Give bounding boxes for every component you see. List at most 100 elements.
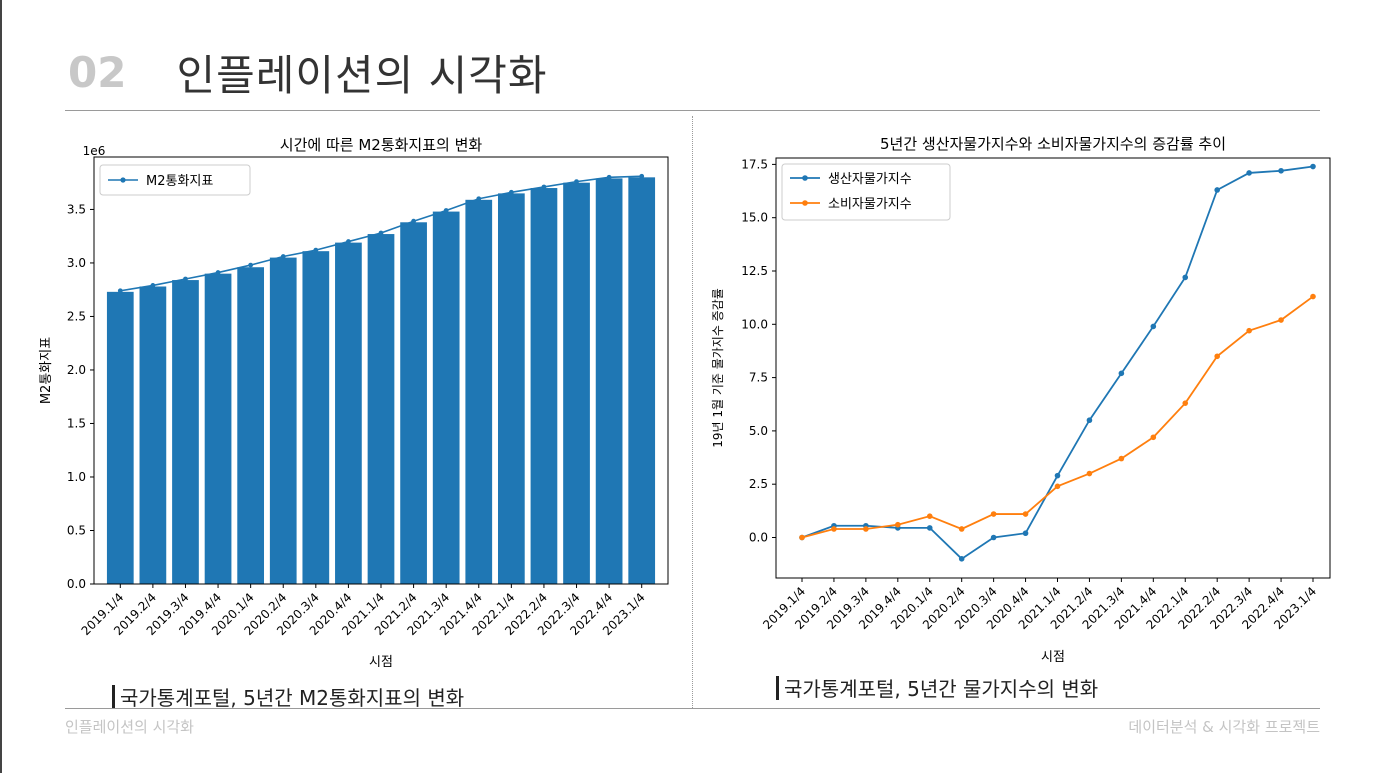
y-tick-label: 0.0: [67, 577, 86, 591]
series-point: [1118, 455, 1125, 462]
bar: [432, 211, 460, 584]
series-point: [958, 526, 965, 532]
series-point: [990, 511, 997, 517]
left-caption: 국가통계포털, 5년간 M2통화지표의 변화: [112, 682, 464, 711]
bar: [400, 222, 427, 584]
series-point: [183, 276, 188, 282]
series-point: [926, 525, 933, 531]
section-title: 인플레이션의 시각화: [176, 50, 548, 100]
legend-marker: [802, 200, 808, 206]
bar: [595, 178, 623, 584]
chart-title: 5년간 생산자물가지수와 소비자물가지수의 증감률 추이: [880, 135, 1226, 153]
series-point: [831, 526, 837, 532]
plot-frame: [775, 157, 1331, 579]
bar: [269, 257, 297, 584]
series-point: [411, 218, 416, 224]
y-tick-label: 2.5: [749, 477, 768, 491]
caption-marker: [776, 675, 779, 700]
series-point: [1086, 470, 1093, 477]
bar: [335, 242, 362, 585]
center-dotted-divider: [692, 116, 693, 708]
bar: [530, 188, 558, 584]
right-caption: 국가통계포털, 5년간 물가지수의 변화: [776, 673, 1098, 702]
series-point: [117, 288, 123, 294]
series-point: [574, 179, 579, 185]
y-tick-label: 5.0: [749, 424, 768, 438]
bar: [237, 267, 265, 584]
caption-marker: [112, 684, 115, 709]
bar: [204, 273, 232, 584]
left-edge-border: [0, 0, 2, 773]
series-point: [378, 230, 384, 236]
y-tick-label: 0.0: [749, 530, 768, 544]
series-point: [958, 556, 965, 562]
series-point: [1214, 187, 1220, 193]
y-tick-label: 2.0: [67, 363, 86, 377]
legend-label: 생산자물가지수: [828, 172, 912, 187]
series-line: [801, 165, 1314, 560]
y-tick-label: 2.5: [67, 309, 86, 323]
series-point: [215, 270, 221, 275]
series-point: [1310, 293, 1316, 300]
y-tick-label: 10.0: [741, 317, 768, 331]
series-point: [476, 196, 482, 202]
price-index-line-chart: 5년간 생산자물가지수와 소비자물가지수의 증감률 추이 0.0 2.5 5.0 7.5…: [711, 135, 1331, 665]
bar: [139, 286, 167, 584]
bar: [367, 234, 395, 585]
y-tick-label: 12.5: [741, 264, 768, 278]
series-point: [1246, 327, 1252, 334]
y-tick-label: 0.5: [67, 523, 86, 537]
series-point: [346, 239, 351, 244]
series-point: [1086, 417, 1093, 424]
y-axis-label: 19년 1월 기준 물가지수 증감률: [711, 288, 725, 448]
m2-bar-chart: 시간에 따른 M2통화지표의 변화 1e6 0.0 0.5 1.0 1.5 2.0 2.5 3.…: [39, 136, 669, 670]
section-number: 02: [68, 47, 127, 97]
series-point: [895, 521, 901, 528]
y-tick-label: 1.5: [67, 416, 86, 430]
x-axis-label: 시점: [1041, 650, 1065, 665]
series-point: [799, 534, 805, 541]
series-point: [1118, 370, 1125, 377]
series-point: [1182, 274, 1189, 281]
series-point: [1150, 434, 1157, 441]
series-point: [313, 247, 319, 253]
series-point: [1310, 163, 1316, 170]
bar: [172, 280, 199, 584]
section-header: 02 인플레이션의 시각화: [68, 40, 548, 104]
series-point: [1022, 530, 1029, 537]
series-point: [926, 513, 933, 519]
series-point: [1182, 400, 1189, 406]
y-tick-label: 3.5: [67, 202, 86, 216]
series-line: [801, 295, 1314, 539]
series-point: [1278, 167, 1284, 174]
y-tick-label: 3.0: [67, 256, 86, 270]
bar: [302, 251, 330, 584]
series-point: [990, 534, 997, 541]
bar: [563, 182, 590, 584]
series-point: [443, 208, 449, 213]
header-divider: [65, 110, 1320, 111]
legend-label: 소비자물가지수: [828, 197, 912, 212]
bar: [465, 199, 493, 585]
footer-divider: [65, 708, 1320, 709]
footer-left-text: 인플레이션의 시각화: [65, 718, 194, 736]
series-point: [863, 526, 869, 532]
legend-label: M2통화지표: [146, 174, 213, 189]
x-axis-label: 시점: [369, 655, 393, 670]
legend-box: [781, 163, 951, 221]
bar: [628, 177, 656, 585]
legend-marker: [802, 175, 808, 181]
y-offset-label: 1e6: [83, 144, 106, 158]
footer-right-text: 데이터분석 & 시각화 프로젝트: [1128, 718, 1320, 736]
y-axis-label: M2통화지표: [39, 337, 54, 404]
y-tick-label: 7.5: [749, 371, 768, 385]
series-point: [639, 173, 645, 179]
series-point: [1214, 353, 1220, 360]
right-caption-text: 국가통계포털, 5년간 물가지수의 변화: [784, 677, 1099, 701]
y-tick-label: 15.0: [741, 211, 768, 225]
series-point: [150, 283, 156, 288]
series-point: [280, 254, 286, 259]
series-point: [1054, 483, 1061, 490]
series-point: [1054, 472, 1061, 479]
series-point: [1278, 317, 1284, 323]
